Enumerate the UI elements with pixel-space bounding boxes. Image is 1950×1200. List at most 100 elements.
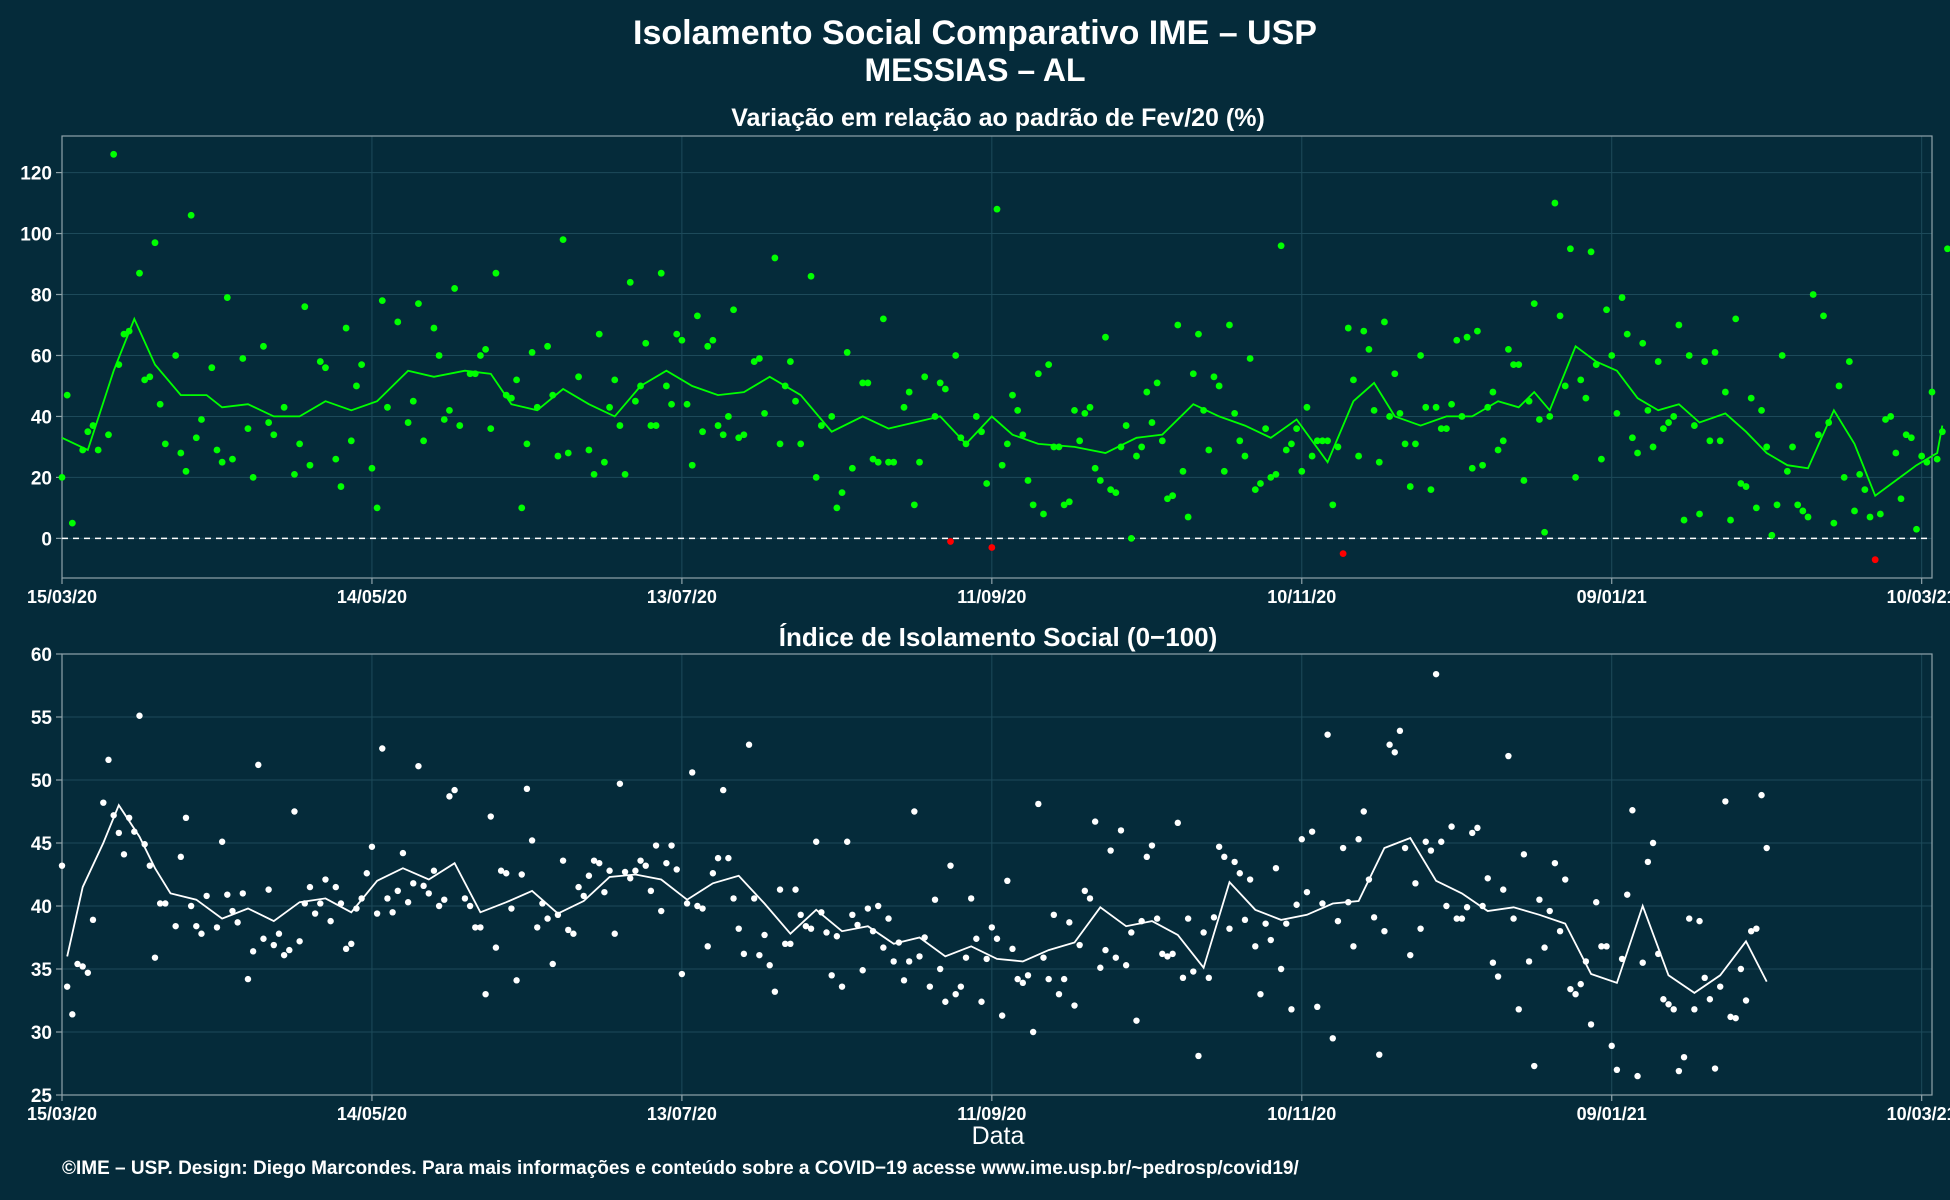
index-point (823, 929, 830, 936)
index-point (1164, 953, 1171, 960)
index-point (1159, 950, 1166, 958)
index-point (1525, 958, 1533, 965)
index-point (683, 900, 691, 907)
index-point (394, 887, 401, 895)
variation-point (657, 269, 665, 277)
index-point (1613, 1066, 1621, 1074)
variation-point (1360, 327, 1368, 335)
index-point (1463, 904, 1471, 911)
index-point (1701, 974, 1708, 982)
index-point (79, 963, 86, 970)
index-point (348, 940, 355, 947)
variation-point (1355, 452, 1363, 460)
index-point (1696, 917, 1703, 925)
variation-point (208, 364, 216, 372)
index-point (611, 930, 618, 937)
variation-point (177, 449, 185, 457)
index-point (1153, 915, 1161, 922)
variation-point (347, 437, 355, 445)
index-point (1474, 824, 1481, 832)
variation-point (291, 470, 298, 478)
variation-point (94, 446, 102, 454)
variation-point (1215, 382, 1223, 390)
index-point (477, 924, 484, 931)
index-point (1453, 915, 1460, 922)
index-point (988, 924, 996, 931)
variation-point (1122, 422, 1130, 429)
index-point (942, 998, 949, 1005)
index-point (146, 862, 154, 869)
variation-point (446, 406, 453, 414)
index-point (1551, 859, 1559, 867)
variation-point (1845, 358, 1853, 365)
index-point (1438, 838, 1445, 845)
index-point (1515, 1006, 1522, 1013)
variation-point (719, 431, 727, 439)
variation-point (1866, 513, 1874, 521)
variation-point (1427, 486, 1435, 493)
index-point (1639, 959, 1646, 966)
index-point (1060, 975, 1068, 983)
index-point (1381, 928, 1388, 935)
panel-1: 0 20 40 60 80 100 120 15/03/20 14/05/20 13/07/20 1… (20, 135, 1950, 607)
variation-point (316, 358, 324, 365)
index-point (441, 896, 448, 903)
variation-point (662, 382, 670, 390)
index-point (203, 892, 210, 900)
index-point (1035, 800, 1042, 808)
variation-point (683, 400, 691, 408)
index-point (1624, 891, 1631, 898)
y-tick-label: 25 (31, 1086, 53, 1107)
variation-point (1179, 467, 1187, 475)
index-point (1133, 1017, 1140, 1024)
chart-subtitle: MESSIAS – AL (864, 52, 1086, 88)
variation-point (404, 419, 412, 426)
index-point (1257, 991, 1264, 998)
variation-point (265, 419, 273, 426)
index-point (497, 867, 505, 874)
index-point (1649, 839, 1657, 847)
variation-point (1742, 483, 1750, 490)
variation-point (1474, 327, 1481, 335)
x-tick-label: 13/07/20 (647, 587, 717, 607)
variation-point (332, 455, 340, 463)
y-tick-label: 80 (31, 286, 52, 307)
index-point (575, 883, 582, 891)
index-point (1634, 1072, 1641, 1080)
variation-point (1406, 483, 1414, 490)
variation-point (301, 303, 309, 311)
index-point (162, 900, 169, 907)
index-point (1029, 1028, 1037, 1036)
index-point (725, 854, 732, 862)
index-point (1174, 819, 1182, 827)
variation-point (1370, 406, 1378, 414)
index-point (709, 870, 717, 877)
index-point (761, 931, 768, 939)
index-point (482, 991, 489, 998)
index-point (1448, 823, 1455, 830)
variation-point (1789, 443, 1796, 451)
index-point (766, 962, 773, 969)
variation-point (296, 440, 304, 448)
index-point (1091, 818, 1099, 825)
variation-point (1220, 467, 1228, 475)
variation-point (1499, 437, 1507, 445)
variation-point (905, 388, 913, 396)
index-point (368, 843, 376, 850)
variation-point (1608, 352, 1616, 359)
index-point (1443, 902, 1450, 910)
variation-point (1851, 507, 1858, 515)
variation-point (229, 455, 236, 463)
variation-point (68, 519, 76, 527)
index-point (1644, 858, 1652, 866)
index-point (632, 867, 639, 874)
variation-point (564, 449, 572, 457)
variation-point (776, 440, 784, 448)
x-tick-label: 09/01/21 (1577, 1104, 1647, 1124)
variation-point (1747, 394, 1755, 402)
variation-point (1246, 355, 1254, 362)
index-point (1417, 925, 1424, 932)
variation-point (1804, 513, 1812, 521)
index-point (714, 854, 722, 862)
